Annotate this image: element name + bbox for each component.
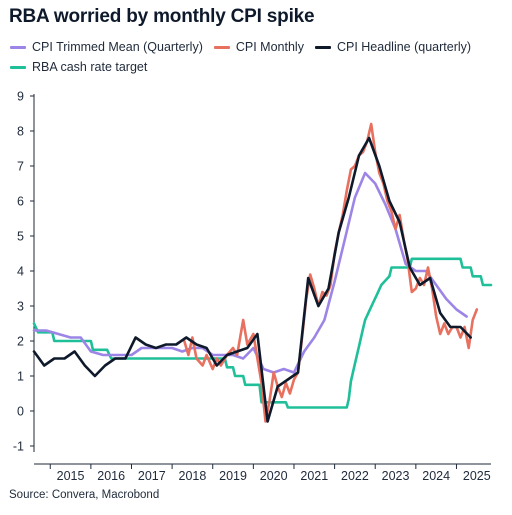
y-tick-label: 2 — [17, 335, 24, 349]
x-tick-label: 2018 — [179, 469, 207, 483]
legend-swatch — [10, 65, 26, 69]
y-tick-label: 5 — [17, 230, 24, 244]
x-tick-label: 2015 — [57, 469, 85, 483]
x-tick-label: 2019 — [219, 469, 247, 483]
series-line-cpi-headline — [32, 136, 472, 423]
axes: -1 0 1 2 3 4 5 6 7 8 9 2015 2016 2017 2018 2019 2020 2021… — [13, 90, 491, 483]
legend-label: CPI Monthly — [235, 40, 304, 54]
x-tick-label: 2021 — [300, 469, 328, 483]
legend-row: RBA cash rate target — [10, 57, 505, 77]
x-tick-label: 2024 — [422, 469, 450, 483]
legend-item-trimmed-mean: CPI Trimmed Mean (Quarterly) — [10, 40, 203, 54]
y-tick-label: 8 — [17, 125, 24, 139]
y-tick-label: 9 — [17, 90, 24, 104]
legend-label: CPI Headline (quarterly) — [336, 40, 472, 54]
y-tick-label: 6 — [17, 195, 24, 209]
legend: CPI Trimmed Mean (Quarterly) CPI Monthly… — [10, 37, 505, 77]
legend-item-cpi-headline: CPI Headline (quarterly) — [314, 40, 472, 54]
legend-label: CPI Trimmed Mean (Quarterly) — [32, 40, 203, 54]
y-tick-label: -1 — [13, 440, 24, 454]
legend-label: RBA cash rate target — [32, 60, 148, 74]
y-tick-label: 0 — [17, 405, 24, 419]
series-lines — [32, 122, 493, 423]
x-tick-label: 2022 — [341, 469, 369, 483]
chart-title: RBA worried by monthly CPI spike — [9, 6, 315, 27]
y-tick-label: 7 — [17, 160, 24, 174]
x-tick-label: 2023 — [382, 469, 410, 483]
y-tick-label: 4 — [17, 265, 24, 279]
source-note: Source: Convera, Macrobond — [9, 489, 160, 501]
legend-swatch — [314, 45, 331, 49]
x-tick-label: 2020 — [260, 469, 288, 483]
legend-swatch — [213, 45, 230, 49]
y-tick-label: 1 — [17, 370, 24, 384]
x-tick-label: 2025 — [463, 469, 491, 483]
legend-swatch — [10, 45, 26, 49]
legend-item-cash-rate: RBA cash rate target — [10, 60, 147, 74]
legend-row: CPI Trimmed Mean (Quarterly) CPI Monthly… — [10, 37, 505, 57]
y-tick-label: 3 — [17, 300, 24, 314]
x-tick-label: 2016 — [97, 469, 125, 483]
x-tick-label: 2017 — [138, 469, 166, 483]
legend-item-cpi-monthly: CPI Monthly — [213, 40, 304, 54]
